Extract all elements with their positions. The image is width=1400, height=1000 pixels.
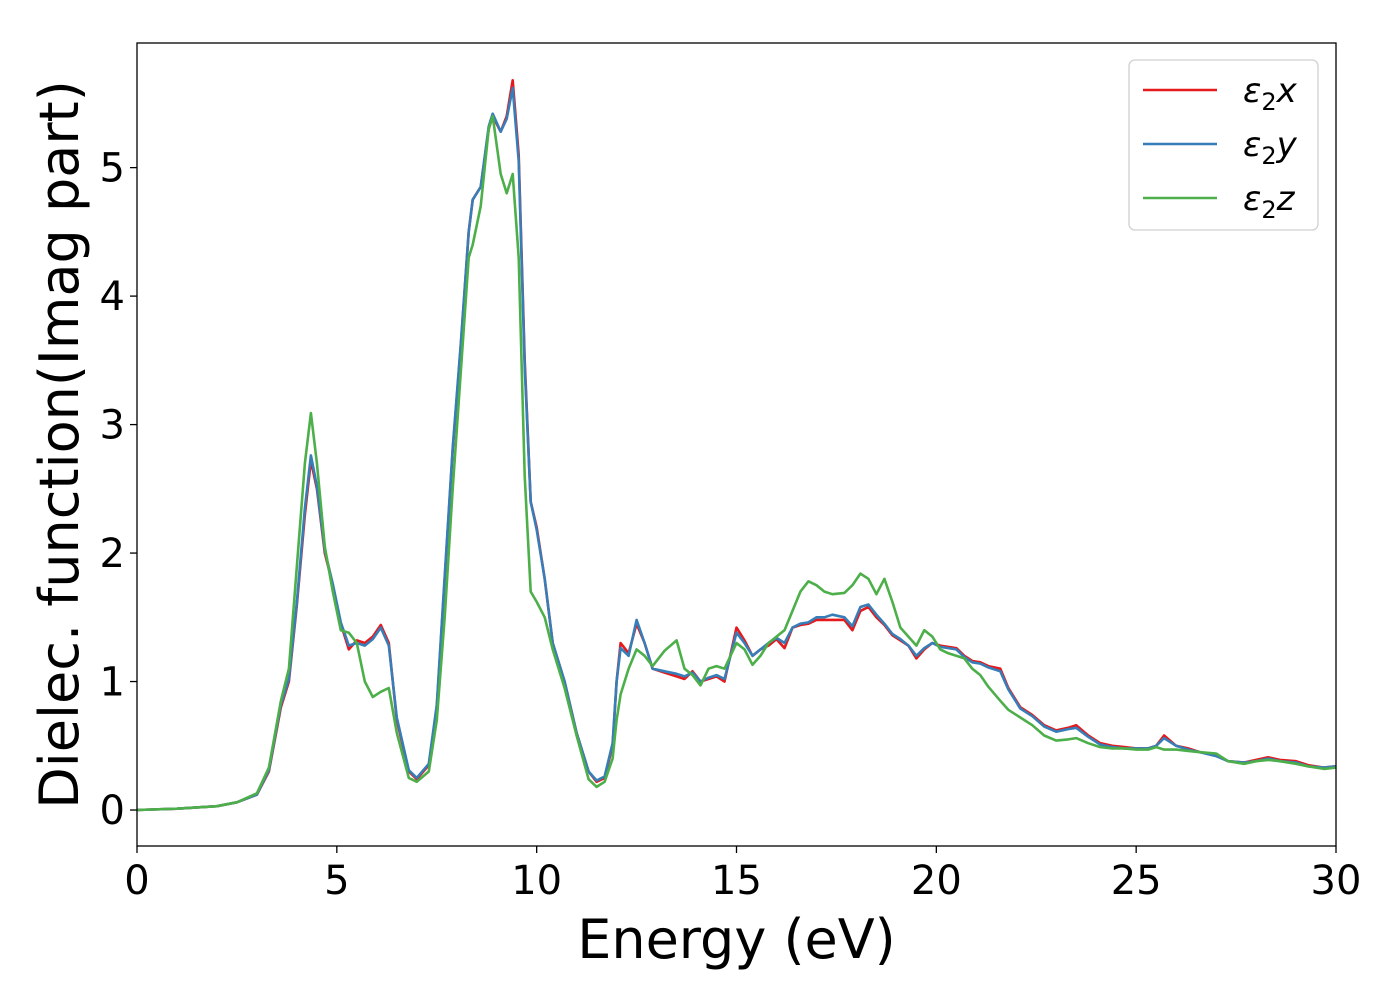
series-line-y bbox=[137, 86, 1336, 812]
y-axis: 0 1 2 3 4 5 bbox=[100, 146, 137, 834]
x-tick-label: 20 bbox=[911, 858, 962, 904]
legend-box bbox=[1128, 59, 1319, 231]
x-tick-label: 15 bbox=[711, 858, 762, 904]
series-layer bbox=[137, 79, 1336, 812]
legend-label: ε2x bbox=[1243, 71, 1298, 116]
x-axis-label: Energy (eV) bbox=[577, 908, 896, 971]
y-tick-label: 4 bbox=[100, 274, 125, 320]
x-axis: 0 5 10 15 20 25 30 bbox=[124, 846, 1361, 904]
y-tick-label: 1 bbox=[100, 660, 125, 706]
x-tick-label: 30 bbox=[1311, 858, 1362, 904]
series-line-z bbox=[137, 114, 1336, 812]
x-tick-label: 0 bbox=[124, 858, 149, 904]
y-axis-label: Dielec. function(Imag part) bbox=[28, 80, 91, 809]
legend-label: ε2z bbox=[1243, 179, 1296, 224]
x-tick-label: 10 bbox=[511, 858, 562, 904]
y-tick-label: 5 bbox=[100, 146, 125, 192]
legend: ε2x ε2y ε2z bbox=[1128, 59, 1319, 231]
x-tick-label: 5 bbox=[324, 858, 349, 904]
legend-label: ε2y bbox=[1243, 125, 1298, 170]
y-tick-label: 0 bbox=[100, 788, 125, 834]
x-tick-label: 25 bbox=[1111, 858, 1162, 904]
y-tick-label: 2 bbox=[100, 531, 125, 577]
y-tick-label: 3 bbox=[100, 403, 125, 449]
